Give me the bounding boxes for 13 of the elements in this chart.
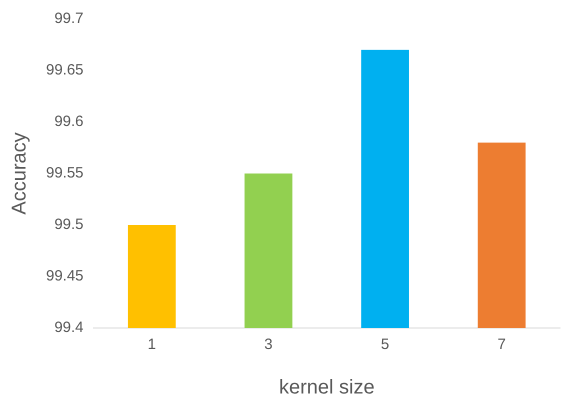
- x-tick-label: 1: [148, 336, 156, 354]
- y-tick-label: 99.45: [46, 268, 84, 285]
- x-tick-label: 3: [264, 336, 273, 354]
- x-axis-title: kernel size: [278, 376, 375, 399]
- y-tick-label: 99.5: [54, 216, 84, 234]
- y-tick-label: 99.65: [46, 62, 84, 79]
- y-tick-label: 99.7: [54, 10, 84, 28]
- y-tick-label: 99.6: [54, 113, 84, 130]
- x-tick-label: 5: [380, 336, 390, 354]
- y-axis-title: Accuracy: [8, 132, 31, 215]
- y-tick-label: 99.4: [54, 319, 84, 336]
- x-tick-label: 7: [498, 336, 506, 354]
- y-tick-label: 99.55: [46, 164, 84, 182]
